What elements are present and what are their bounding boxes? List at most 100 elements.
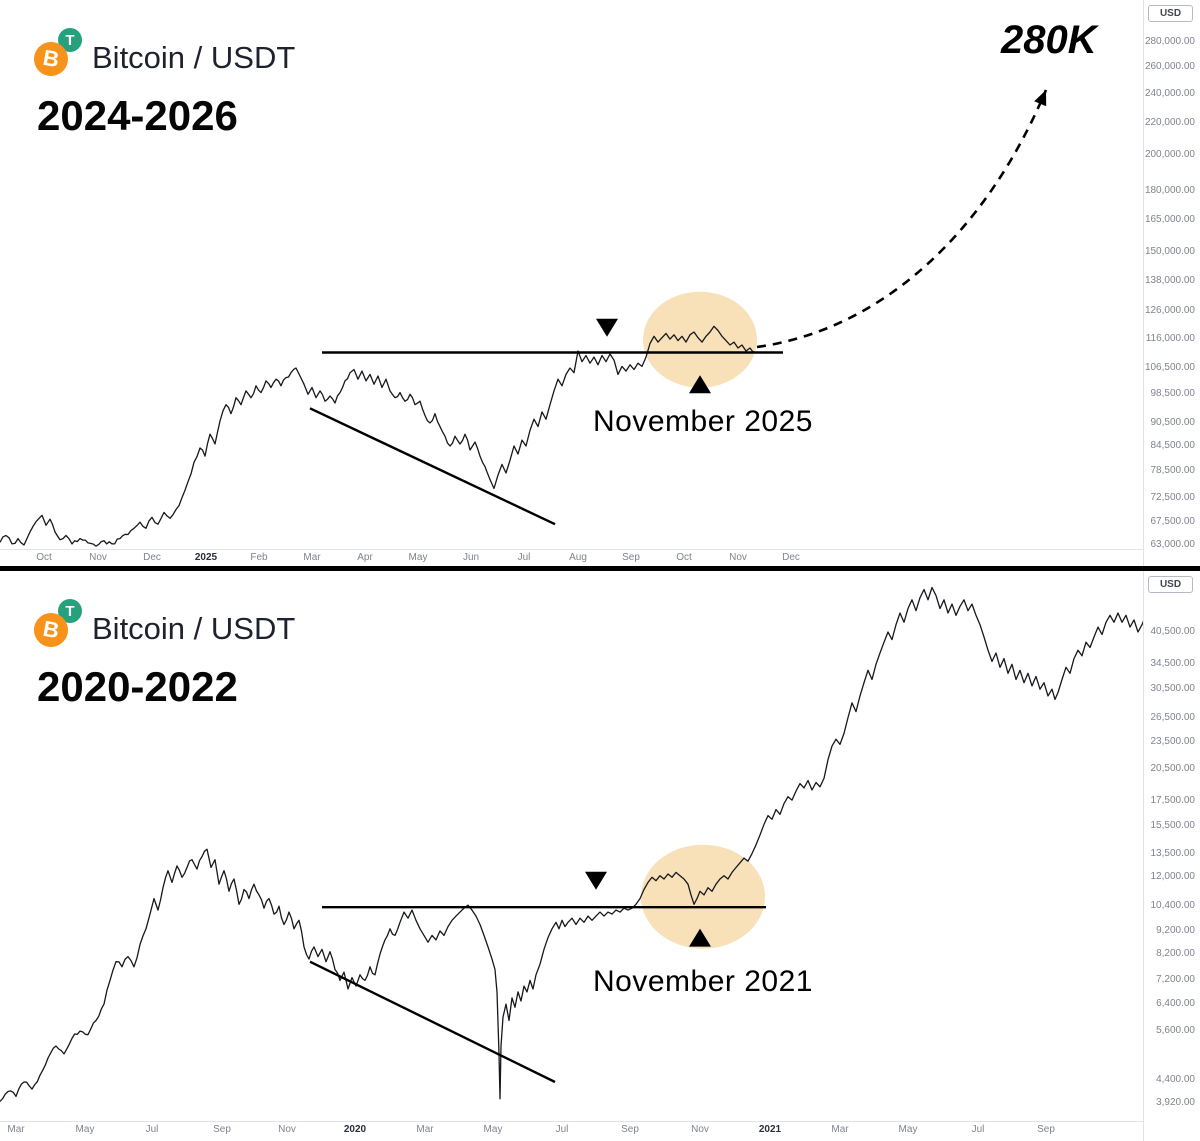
chart-period: 2020-2022 xyxy=(37,663,238,710)
price-tick-label: 72,500.00 xyxy=(1150,492,1196,503)
price-series-path xyxy=(0,325,756,547)
time-axis-label: Nov xyxy=(691,1124,709,1135)
time-axis-labels: Mar May Jul Sep Nov 2020 Mar May Jul Sep Nov 2021 Ma… xyxy=(0,1124,1143,1138)
trendline xyxy=(309,960,556,1084)
currency-unit-badge: USD xyxy=(1148,5,1193,22)
price-tick-label: 220,000.00 xyxy=(1144,117,1195,128)
time-axis-label: Sep xyxy=(622,552,640,563)
price-axis-ticks: 40,500.00 34,500.00 30,500.00 26,500.00 23,5… xyxy=(1144,571,1200,1141)
time-axis-label: May xyxy=(483,1124,503,1135)
price-tick-label: 15,500.00 xyxy=(1150,820,1196,831)
price-tick-label: 67,500.00 xyxy=(1150,516,1196,527)
price-tick-label: 23,500.00 xyxy=(1150,736,1196,747)
marker-down-triangle xyxy=(596,318,618,337)
price-tick-label: 126,000.00 xyxy=(1144,305,1195,316)
projection-arrow xyxy=(756,89,1048,349)
time-axis-label: May xyxy=(408,552,428,563)
price-axis-ticks: 280,000.00 260,000.00 240,000.00 220,000.00… xyxy=(1144,0,1200,566)
price-tick-label: 12,000.00 xyxy=(1150,871,1196,882)
time-axis-label: Nov xyxy=(278,1124,296,1135)
price-axis: USD 40,500.00 34,500.00 30,500.00 26,500.00… xyxy=(1143,571,1200,1141)
time-axis-label: Mar xyxy=(303,552,321,563)
price-tick-label: 106,500.00 xyxy=(1144,362,1195,373)
price-tick-label: 5,600.00 xyxy=(1156,1025,1195,1036)
marker-down-triangle xyxy=(585,871,607,890)
marker-up-triangle xyxy=(689,375,711,394)
chart-title: Bitcoin / USDT xyxy=(92,611,296,646)
time-axis-label: Oct xyxy=(676,552,692,563)
time-axis-label: 2020 xyxy=(343,1124,367,1135)
price-tick-label: 165,000.00 xyxy=(1144,214,1195,225)
time-axis-label: Jul xyxy=(145,1124,159,1135)
price-tick-label: 78,500.00 xyxy=(1150,465,1196,476)
time-axis-label: Dec xyxy=(782,552,800,563)
time-axis-label: Nov xyxy=(729,552,747,563)
price-tick-label: 10,400.00 xyxy=(1150,900,1196,911)
marker-up-triangle xyxy=(689,928,711,947)
time-axis-label: 2025 xyxy=(194,552,218,563)
time-axis-line xyxy=(0,1121,1143,1122)
time-axis-label: Mar xyxy=(831,1124,849,1135)
price-tick-label: 240,000.00 xyxy=(1144,88,1195,99)
time-axis-label: Mar xyxy=(7,1124,25,1135)
time-axis-label: Nov xyxy=(89,552,107,563)
time-axis-label: Jul xyxy=(971,1124,985,1135)
price-tick-label: 26,500.00 xyxy=(1150,712,1196,723)
time-axis-label: May xyxy=(898,1124,918,1135)
price-tick-label: 150,000.00 xyxy=(1144,246,1195,257)
time-axis-line xyxy=(0,549,1143,550)
time-axis-label: Dec xyxy=(143,552,161,563)
price-tick-label: 30,500.00 xyxy=(1150,683,1196,694)
price-series-path xyxy=(0,586,1143,1102)
price-tick-label: 280,000.00 xyxy=(1144,36,1195,47)
price-tick-label: 116,000.00 xyxy=(1145,333,1195,344)
time-axis-label: Aug xyxy=(569,552,587,563)
price-axis: USD 280,000.00 260,000.00 240,000.00 220,00… xyxy=(1143,0,1200,566)
chart-panel-2020-2022: T B Bitcoin / USDT 2020-2022 November 20… xyxy=(0,571,1200,1141)
price-tick-label: 40,500.00 xyxy=(1150,626,1196,637)
time-axis-label: Mar xyxy=(416,1124,434,1135)
bitcoin-usdt-logo: T B xyxy=(31,597,82,650)
price-tick-label: 180,000.00 xyxy=(1144,185,1195,196)
time-axis-label: Jul xyxy=(555,1124,569,1135)
price-tick-label: 34,500.00 xyxy=(1150,658,1196,669)
price-tick-label: 84,500.00 xyxy=(1150,440,1196,451)
price-tick-label: 6,400.00 xyxy=(1156,998,1195,1009)
price-tick-label: 98,500.00 xyxy=(1150,388,1196,399)
price-tick-label: 3,920.00 xyxy=(1156,1097,1195,1108)
price-tick-label: 200,000.00 xyxy=(1144,149,1195,160)
price-tick-label: 138,000.00 xyxy=(1144,275,1195,286)
time-axis-label: 2021 xyxy=(758,1124,782,1135)
price-tick-label: 90,500.00 xyxy=(1150,417,1196,428)
price-tick-label: 4,400.00 xyxy=(1156,1074,1195,1085)
price-chart-svg xyxy=(0,586,1143,1102)
projection-arrowhead xyxy=(1034,90,1047,107)
time-axis-label: Apr xyxy=(357,552,373,563)
price-tick-label: 63,000.00 xyxy=(1150,539,1196,550)
time-axis-label: May xyxy=(75,1124,95,1135)
time-axis-labels: Oct Nov Dec 2025 Feb Mar Apr May Jun Jul Aug Sep Oct… xyxy=(0,552,1143,566)
time-axis-label: Sep xyxy=(1037,1124,1055,1135)
price-tick-label: 20,500.00 xyxy=(1150,763,1196,774)
panel-divider xyxy=(0,566,1200,571)
price-tick-label: 260,000.00 xyxy=(1144,61,1195,72)
bitcoin-usdt-logo: T B xyxy=(31,26,82,79)
price-tick-label: 13,500.00 xyxy=(1150,848,1196,859)
price-target-annotation: 280K xyxy=(1001,18,1097,62)
chart-panel-2024-2026: T B Bitcoin / USDT 2024-2026 November 20… xyxy=(0,0,1200,566)
time-axis-label: Jul xyxy=(517,552,531,563)
trendline xyxy=(309,407,556,526)
price-tick-label: 8,200.00 xyxy=(1156,948,1195,959)
time-axis-label: Sep xyxy=(621,1124,639,1135)
time-axis-label: Jun xyxy=(462,552,480,563)
price-chart-svg xyxy=(0,89,1048,547)
time-axis-label: Sep xyxy=(213,1124,231,1135)
time-axis-label: Oct xyxy=(36,552,52,563)
event-annotation: November 2021 xyxy=(593,965,813,998)
price-tick-label: 17,500.00 xyxy=(1150,795,1196,806)
time-axis-label: Feb xyxy=(250,552,268,563)
chart-period: 2024-2026 xyxy=(37,92,238,139)
price-tick-label: 7,200.00 xyxy=(1156,974,1195,985)
event-annotation: November 2025 xyxy=(593,405,813,438)
chart-title: Bitcoin / USDT xyxy=(92,40,296,75)
